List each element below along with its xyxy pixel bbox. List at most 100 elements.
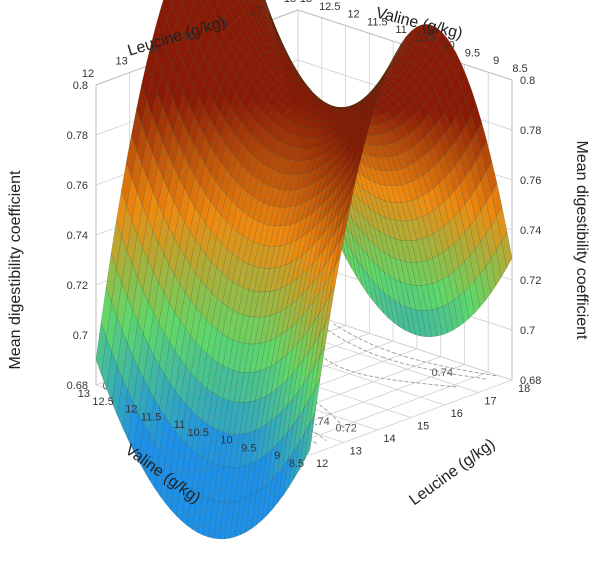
surface-facet [450, 73, 462, 97]
surface-facet [284, 205, 297, 226]
leucine-tick-top: 12 [82, 68, 94, 80]
surface-facet [133, 413, 145, 462]
surface-facet [344, 181, 356, 216]
z-tick-left: 0.68 [67, 380, 88, 392]
surface-facet [314, 345, 326, 390]
valine-tick-top: 11 [395, 24, 406, 36]
surface-facet [339, 191, 351, 225]
valine-tick-top: 9.5 [465, 47, 480, 59]
valine-tick-top: 10 [443, 40, 455, 52]
surface-facet [410, 308, 422, 337]
surface-facet [292, 336, 304, 375]
surface-facet [255, 453, 267, 494]
surface-facet [222, 368, 234, 401]
surface-facet [414, 80, 425, 96]
valine-tick-bottom: 12.5 [92, 396, 113, 408]
surface-facet [323, 218, 335, 251]
surface-facet [265, 337, 277, 370]
surface-facet [95, 322, 107, 375]
surface-facet [364, 143, 376, 158]
surface-facet [268, 11, 280, 37]
surface-facet [138, 423, 150, 472]
surface-facet [411, 197, 423, 219]
surface-facet [254, 316, 266, 345]
surface-facet [170, 472, 182, 517]
leucine-tick-bottom: 16 [451, 408, 463, 420]
surface-facet [257, 145, 269, 165]
surface-facet [318, 276, 330, 314]
surface-facet [460, 149, 471, 178]
surface-facet [363, 88, 375, 105]
valine-tick-bottom: 13 [78, 388, 90, 400]
surface-facet [298, 118, 310, 128]
surface-facet [368, 222, 380, 250]
surface-facet [261, 88, 273, 104]
surface-facet [465, 168, 476, 198]
surface-facet [367, 255, 379, 288]
surface-facet [408, 114, 419, 131]
surface-facet [283, 145, 295, 160]
surface-facet [189, 239, 201, 274]
floor-gridline-valine [286, 371, 489, 448]
surface-facet [318, 242, 330, 276]
surface-facet [156, 37, 168, 73]
surface-facet [263, 224, 275, 247]
leucine-tick-top: 18 [284, 0, 296, 5]
surface-facet [395, 36, 407, 55]
surface-facet [326, 143, 339, 163]
contour-label: 0.72 [336, 423, 357, 435]
valine-tick-top: 12.5 [319, 1, 340, 13]
surface-facet [328, 196, 340, 227]
surface-facet [296, 268, 308, 301]
surface-facet [283, 132, 295, 147]
surface-facet [363, 89, 375, 109]
surface-facet [304, 137, 316, 149]
surface-facet [236, 121, 247, 144]
surface-facet [302, 281, 314, 317]
surface-facet [244, 400, 256, 434]
surface-facet [251, 105, 263, 124]
surface-facet [412, 159, 424, 180]
surface-facet [357, 211, 369, 241]
surface-facet [418, 119, 430, 139]
surface-facet [143, 433, 155, 481]
valine-tick-top: 11.5 [367, 16, 388, 28]
surface-facet [382, 94, 394, 103]
surface-facet [213, 465, 225, 503]
surface-facet [434, 81, 446, 101]
surface-facet [296, 232, 308, 260]
surface-facet [415, 23, 427, 36]
surface-facet [190, 306, 202, 344]
surface-facet [374, 72, 386, 93]
surface-facet [389, 236, 401, 261]
surface-facet [264, 0, 269, 9]
z-tick-right: 0.7 [520, 325, 535, 337]
surface-facet [216, 0, 223, 5]
surface-facet [182, 0, 194, 20]
surface-facet [325, 113, 337, 122]
surface-facet [199, 108, 211, 137]
surface-facet [289, 160, 301, 175]
surface-facet [212, 429, 224, 466]
surface-facet [341, 106, 353, 116]
valine-tick-top: 9 [493, 55, 499, 67]
surface-facet [274, 30, 286, 50]
surface-facet [167, 131, 179, 168]
zaxis-label-right: Mean digestibility coefficient [573, 141, 590, 340]
surface-facet [383, 68, 395, 79]
surface-facet [304, 388, 315, 434]
surface-facet [394, 46, 406, 60]
surface-facet [358, 97, 370, 115]
surface-facet [197, 495, 209, 536]
contour-label: 0.74 [432, 367, 453, 379]
surface-facet [234, 433, 246, 468]
surface-facet [215, 136, 227, 163]
surface-facet [466, 89, 477, 116]
surface-facet [419, 87, 430, 105]
surface-facet [256, 111, 268, 129]
floor-gridline-valine [309, 379, 513, 456]
surface-facet [409, 34, 422, 45]
surface-facet [297, 80, 309, 90]
surface-facet [293, 407, 305, 452]
surface-facet [306, 194, 318, 218]
